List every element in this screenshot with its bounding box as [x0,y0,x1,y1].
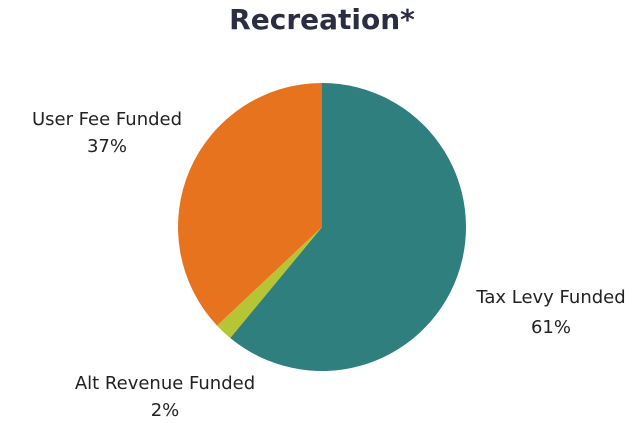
slice-label-user-fee: User Fee Funded [32,109,182,130]
slice-label-alt-revenue: Alt Revenue Funded [75,373,255,394]
slice-value-alt-revenue: 2% [151,400,180,421]
slice-value-user-fee: 37% [87,136,127,157]
pie-slices [178,82,466,371]
slice-value-tax-levy: 61% [531,317,571,338]
slice-label-tax-levy: Tax Levy Funded [475,287,625,308]
chart-title: Recreation* [229,3,415,36]
slice-alt-revenue [217,227,322,338]
slice-tax-levy [230,83,466,371]
slice-user-fee [178,82,322,326]
